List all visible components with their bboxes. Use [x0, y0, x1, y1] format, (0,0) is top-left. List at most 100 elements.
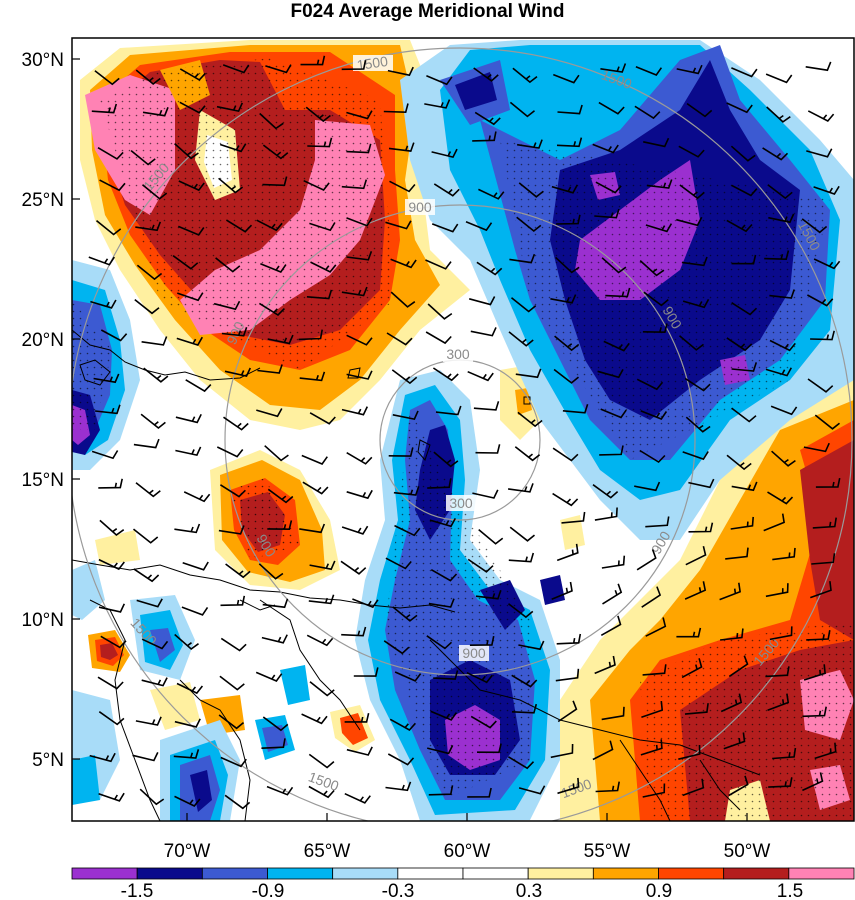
wind-barb: [219, 484, 246, 498]
wind-barb: [135, 716, 162, 726]
wind-barb: [600, 615, 622, 636]
wind-barb: [383, 103, 409, 114]
wind-barb: [219, 675, 245, 691]
wind-barb: [341, 626, 367, 637]
wind-barb: [431, 148, 458, 159]
wind-barb: [100, 635, 127, 649]
colorbar-label-1-5: 1.5: [777, 881, 803, 900]
wind-barb: [556, 137, 583, 148]
colorbar-label-neg-0-9: -0.9: [252, 881, 285, 900]
wind-barb: [678, 335, 704, 351]
wind-barb: [472, 489, 499, 499]
colorbar-swatch: [527, 867, 594, 880]
wind-barb: [95, 219, 122, 236]
wind-barb: [763, 513, 785, 532]
wind-barb: [556, 543, 579, 562]
wind-barb: [174, 523, 201, 534]
wind-barb: [143, 367, 169, 383]
wind-barb: [174, 633, 199, 651]
wind-barb: [550, 294, 577, 304]
wind-barb: [346, 452, 373, 465]
wind-barb: [392, 410, 419, 421]
wind-barb: [468, 296, 496, 306]
wind-barb: [258, 302, 285, 317]
wind-barb: [562, 404, 589, 414]
wind-barb: [561, 511, 586, 524]
wind-barb: [346, 746, 373, 756]
wind-barb: [141, 677, 168, 687]
wind-barb: [260, 263, 287, 273]
wind-barb: [427, 745, 454, 755]
wind-barb: [473, 67, 499, 82]
colorbar-swatch: [658, 867, 725, 880]
wind-barb: [807, 110, 835, 123]
wind-barb: [435, 405, 462, 416]
colorbar-labels: -1.5 -0.9 -0.3 0.3 0.9 1.5: [121, 881, 804, 900]
wind-barb: [341, 60, 367, 71]
wind-barb: [516, 139, 543, 149]
wind-barb: [725, 547, 749, 560]
wind-barb: [807, 294, 834, 307]
wind-barb: [720, 693, 743, 713]
colorbar-swatch: [592, 867, 659, 880]
wind-barb: [810, 330, 835, 341]
colorbar-swatch: [788, 867, 855, 880]
wind-barb: [426, 75, 453, 86]
wind-barb: [344, 713, 370, 723]
wind-barb: [216, 446, 244, 458]
wind-barb: [341, 179, 368, 190]
wind-barb: [213, 300, 241, 311]
wind-barb: [299, 523, 326, 534]
wind-barb: [216, 102, 244, 113]
wind-barb: [394, 671, 422, 682]
wind-barb: [98, 603, 126, 613]
wind-barb: [309, 560, 336, 571]
wind-barb: [346, 370, 373, 380]
wind-barb: [803, 442, 830, 453]
wind-barb: [91, 103, 118, 114]
wind-barb: [601, 706, 625, 721]
wind-barb: [772, 547, 796, 561]
wind-barb: [594, 507, 618, 521]
wind-barb: [386, 332, 413, 346]
wind-barb: [600, 63, 627, 73]
colorbar-swatch: [136, 867, 203, 880]
wind-barb: [257, 364, 283, 374]
wind-barb: [766, 106, 791, 123]
wind-barb: [176, 682, 204, 695]
wind-barb: [592, 740, 614, 761]
wind-barb: [136, 264, 163, 281]
wind-barb: [509, 253, 536, 264]
wind-barb: [427, 303, 453, 320]
wind-barb: [179, 68, 206, 81]
wind-barb: [385, 557, 412, 570]
wind-barb: [215, 257, 241, 273]
wind-barb: [301, 454, 328, 465]
colorbar-swatch: [397, 867, 464, 880]
wind-barb: [550, 743, 574, 759]
wind-barb: [91, 450, 119, 460]
wind-barb: [383, 640, 410, 655]
wind-barb: [802, 772, 824, 792]
wind-barb: [634, 481, 661, 492]
ring-label-900-north: 900: [408, 199, 432, 215]
wind-barb: [510, 297, 537, 313]
wind-barb: [219, 143, 247, 153]
range-ring-1500: [72, 47, 853, 821]
wind-barb: [805, 61, 832, 72]
map-frame: [71, 37, 855, 822]
wind-barb: [389, 180, 416, 193]
wind-barb: [267, 334, 294, 345]
wind-barb: [177, 292, 204, 302]
wind-barb: [640, 410, 668, 420]
wind-barb: [555, 668, 580, 682]
wind-barb: [132, 752, 159, 762]
ring-label-900-south: 900: [462, 645, 486, 661]
wind-barb: [392, 606, 418, 622]
wind-barb: [98, 792, 125, 802]
wind-barb: [801, 218, 828, 234]
wind-barb: [89, 752, 116, 763]
wind-barb: [726, 102, 753, 114]
wind-barb: [141, 184, 168, 200]
